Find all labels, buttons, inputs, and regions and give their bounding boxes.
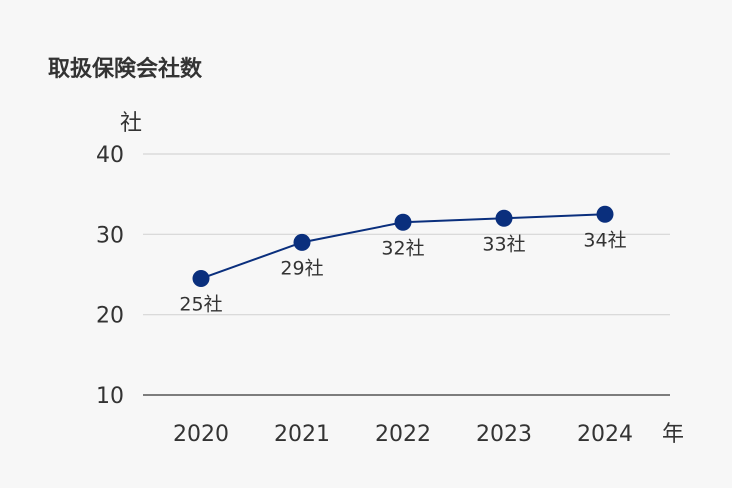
x-tick-label-2024: 2024	[577, 422, 633, 447]
y-tick-label-30: 30	[96, 223, 124, 248]
data-label-2021: 29社	[280, 257, 323, 279]
x-axis-unit-label: 年	[662, 422, 684, 447]
data-labels: 25社 29社 32社 33社 34社	[179, 229, 626, 315]
data-point-2020	[192, 270, 210, 288]
data-point-2023	[495, 209, 513, 227]
data-point-2024	[596, 205, 614, 223]
data-point-2021	[293, 233, 311, 251]
chart-title: 取扱保険会社数	[48, 56, 203, 82]
data-label-2020: 25社	[179, 294, 222, 316]
data-points	[192, 205, 614, 288]
gridlines	[143, 153, 670, 316]
x-tick-label-2021: 2021	[274, 422, 330, 447]
data-label-2022: 32社	[381, 237, 424, 259]
y-axis-unit-label: 社	[120, 111, 142, 136]
x-tick-label-2020: 2020	[173, 422, 229, 447]
y-tick-label-10: 10	[96, 384, 124, 409]
data-point-2022	[394, 213, 412, 231]
data-label-2023: 33社	[482, 233, 525, 255]
data-label-2024: 34社	[583, 229, 626, 251]
x-tick-label-2023: 2023	[476, 422, 532, 447]
x-tick-label-2022: 2022	[375, 422, 431, 447]
y-axis-ticks: 40 30 20 10	[96, 143, 124, 409]
y-tick-label-40: 40	[96, 143, 124, 168]
x-axis-ticks: 2020 2021 2022 2023 2024	[173, 422, 633, 447]
y-tick-label-20: 20	[96, 304, 124, 329]
